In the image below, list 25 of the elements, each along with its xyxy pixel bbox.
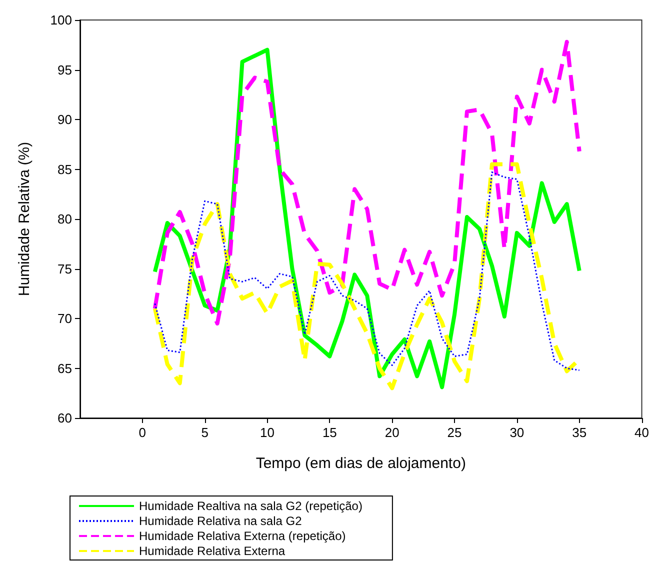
legend-label: Humidade Relativa Externa (repetição) [139, 529, 346, 543]
y-tick-label: 65 [58, 360, 72, 376]
y-axis-title: Humidade Relativa (%) [16, 142, 33, 296]
y-tick-label: 95 [58, 62, 72, 78]
line-series [152, 40, 582, 326]
x-tick-label: 5 [201, 425, 208, 440]
x-tick-label: 15 [322, 425, 337, 440]
legend-label: Humidade Realtiva na sala G2 (repetição) [139, 499, 362, 513]
y-tick-label: 90 [58, 112, 72, 127]
x-tick-label: 0 [138, 425, 146, 440]
legend-label: Humidade Relativa Externa [139, 544, 286, 558]
x-tick-label: 35 [572, 425, 587, 440]
x-tick-label: 10 [260, 425, 274, 440]
x-tick-label: 30 [510, 425, 524, 440]
legend-label: Humidade Relativa na sala G2 [139, 514, 302, 528]
y-tick-label: 85 [58, 162, 72, 177]
x-tick-label: 40 [634, 425, 650, 440]
y-tick-label: 75 [58, 261, 72, 276]
x-tick-label: 20 [384, 425, 400, 440]
x-tick-label: 25 [447, 425, 462, 440]
y-tick-label: 60 [58, 410, 72, 426]
y-tick-label: 70 [58, 311, 72, 326]
x-axis-title: Tempo (em dias de alojamento) [256, 455, 466, 472]
y-tick-label: 80 [58, 212, 72, 226]
y-tick-label: 100 [50, 12, 72, 28]
